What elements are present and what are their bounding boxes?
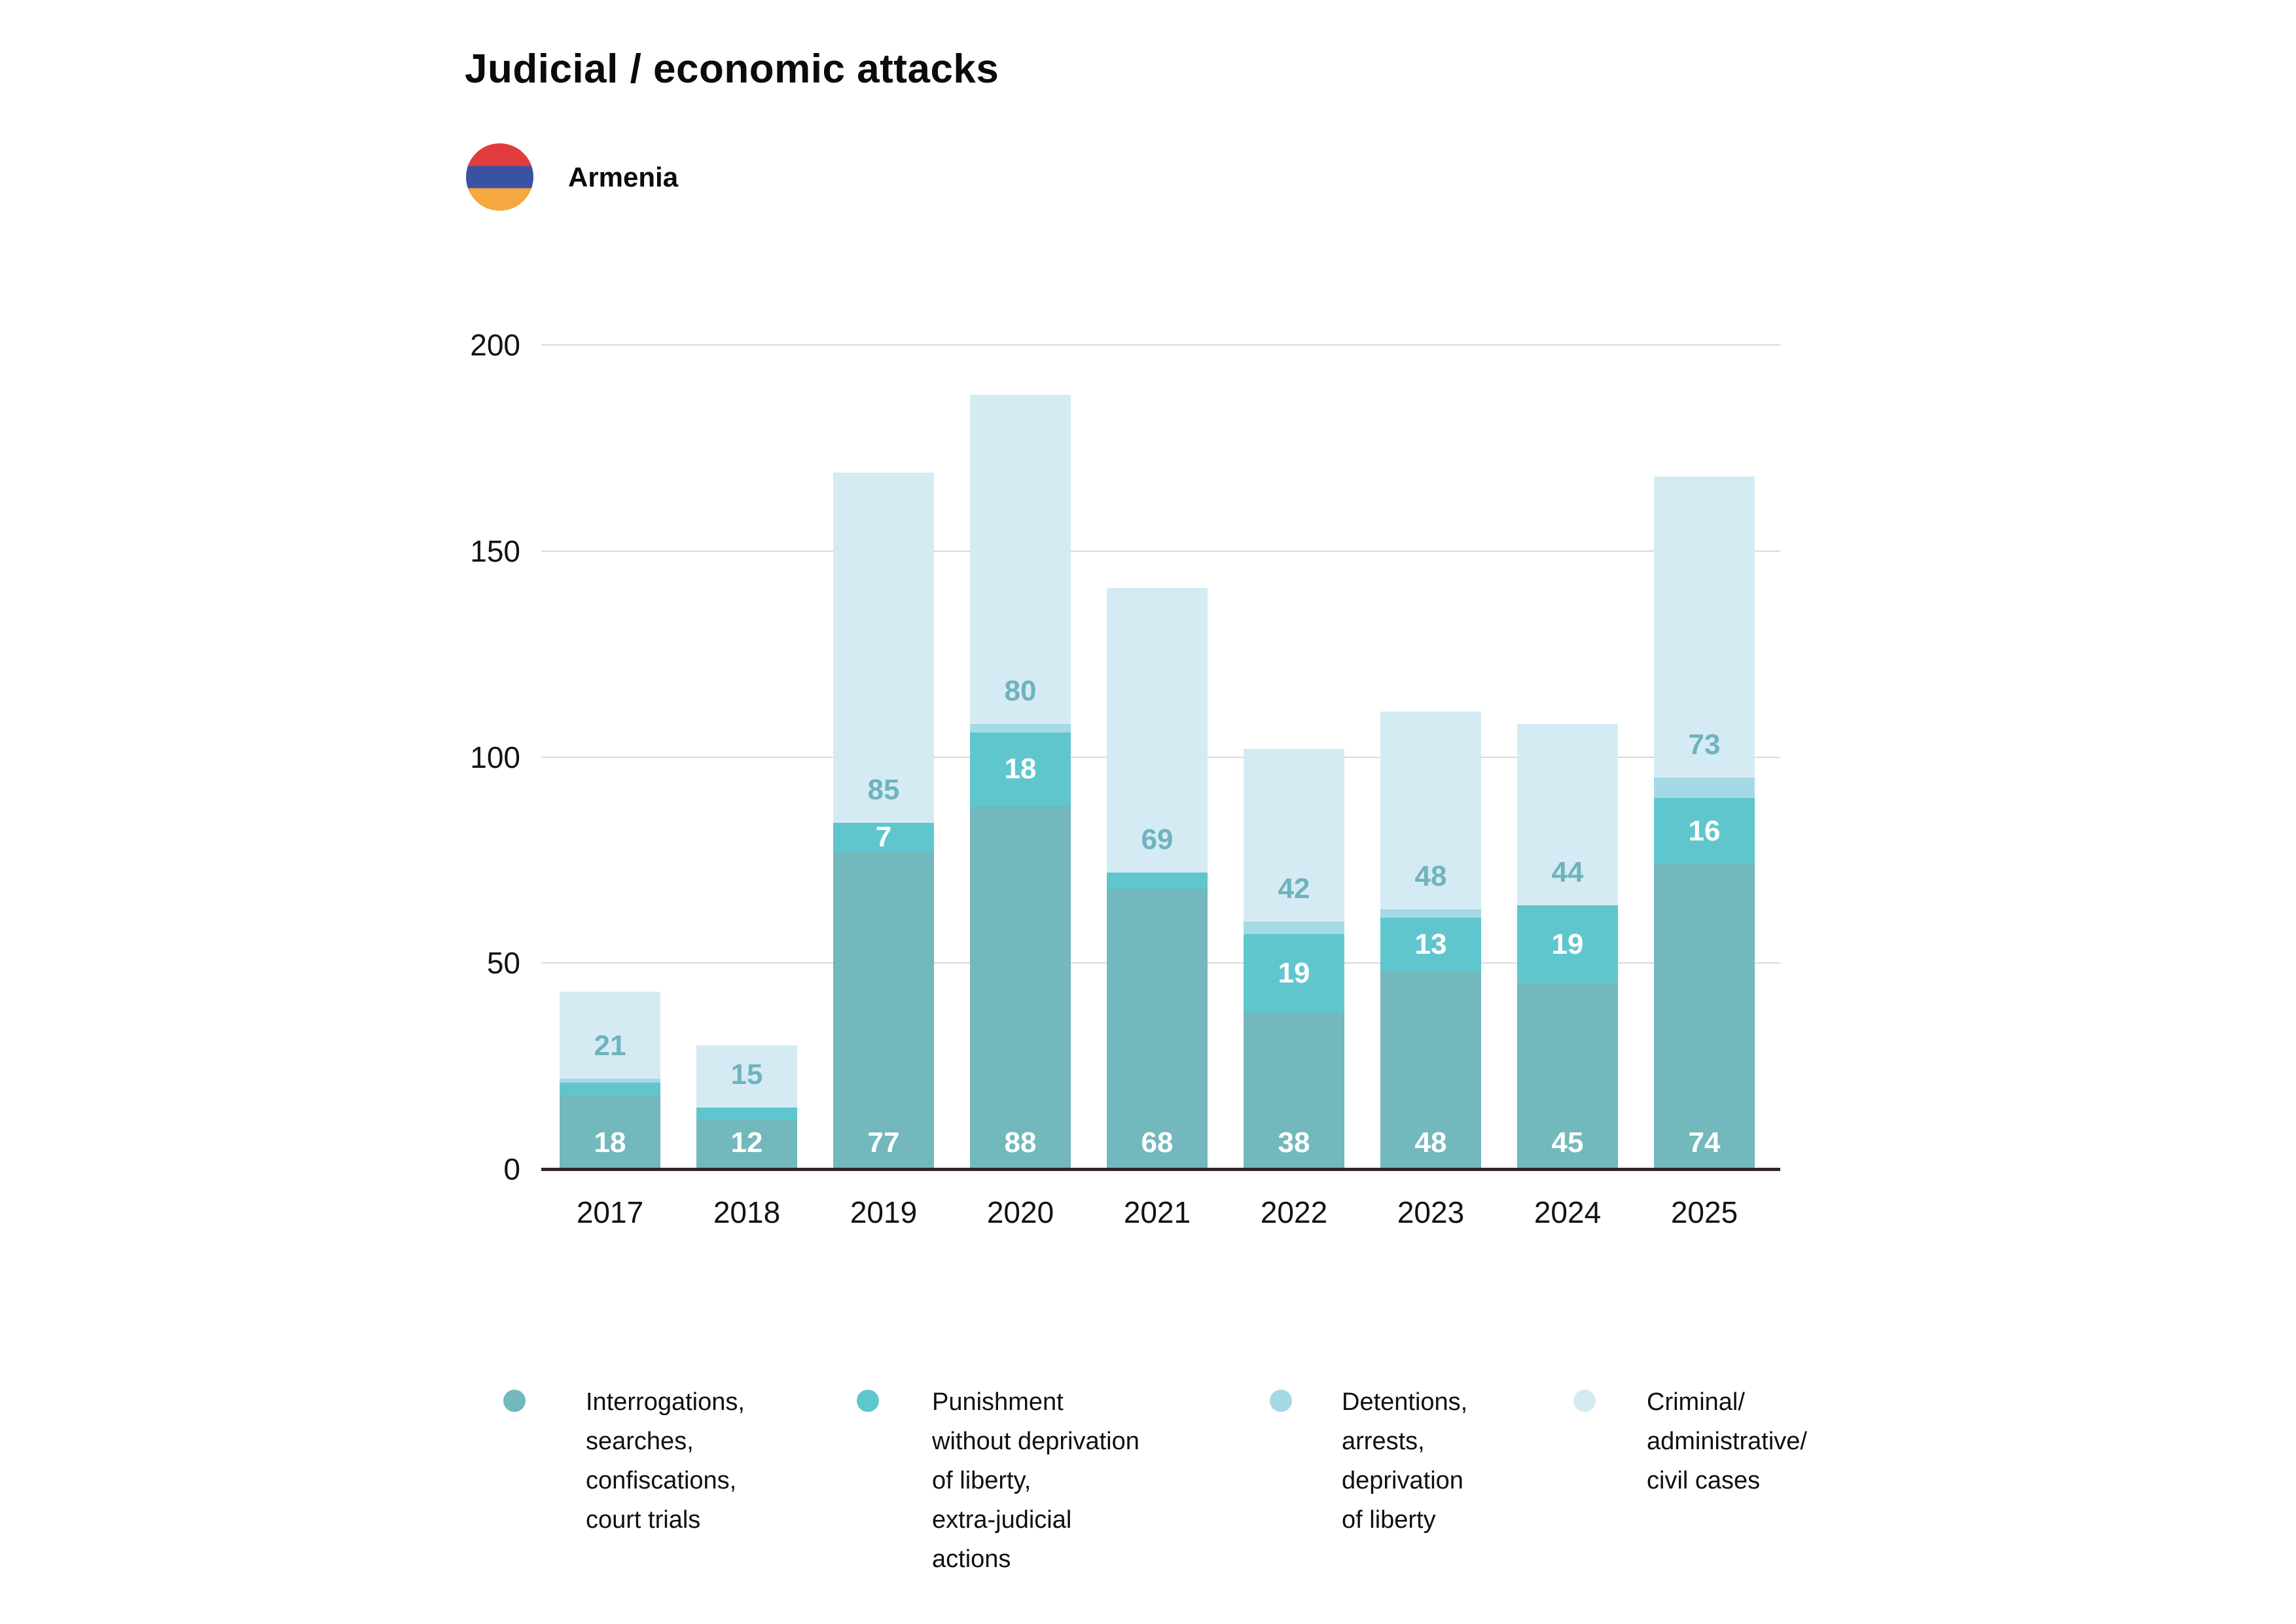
segment-s1-2021 [1107,872,1208,889]
bar-value-label: 85 [867,774,900,806]
segment-s3-2017 [560,992,660,1079]
segment-s0-2023 [1380,971,1481,1169]
bar-value-label: 19 [1551,928,1584,960]
y-tick-label-100: 100 [470,740,520,774]
gridline-200 [541,344,1780,346]
armenia-flag-icon [466,143,533,211]
bar-value-label: 77 [867,1127,900,1159]
segment-s0-2018 [696,1119,797,1169]
segment-s3-2019 [833,473,934,823]
bar-value-label: 73 [1688,728,1721,761]
bar-value-label: 48 [1414,1127,1447,1159]
bar-value-label: 16 [1688,814,1721,847]
legend-dot-detentions-icon [1270,1390,1292,1412]
bar-value-label: 7 [875,821,892,854]
segment-s0-2025 [1654,864,1755,1169]
bar-value-label: 18 [1004,753,1037,785]
segment-s1-2025 [1654,798,1755,865]
segment-s3-2025 [1654,477,1755,778]
x-tick-label-2018: 2018 [713,1195,781,1229]
bar-value-label: 44 [1551,856,1584,889]
bar-value-label: 38 [1278,1127,1310,1159]
segment-s0-2019 [833,852,934,1169]
legend-label: Detentions, arrests, deprivation of libe… [1342,1388,1468,1534]
segment-s2-2023 [1380,909,1481,918]
y-tick-label-150: 150 [470,533,520,568]
x-tick-label-2020: 2020 [986,1195,1054,1229]
segment-s0-2021 [1107,888,1208,1169]
segment-s1-2019 [833,823,934,852]
x-tick-label-2019: 2019 [850,1195,918,1229]
segment-s3-2022 [1244,748,1344,922]
segment-s0-2020 [970,806,1071,1169]
segment-s0-2017 [560,1094,660,1169]
bar-value-label: 45 [1551,1127,1584,1159]
x-tick-label-2021: 2021 [1123,1195,1191,1229]
page-title: Judicial / economic attacks [465,46,999,92]
legend-label: Interrogations, searches, confiscations,… [586,1388,745,1534]
segment-s1-2023 [1380,918,1481,971]
x-axis-baseline [541,1168,1780,1171]
bar-value-label: 88 [1004,1127,1037,1159]
segment-s3-2018 [696,1045,797,1108]
legend-dot-interrogations-icon [503,1390,526,1412]
segment-s1-2017 [560,1082,660,1095]
segment-s3-2021 [1107,588,1208,873]
x-tick-label-2024: 2024 [1534,1195,1602,1229]
segment-s1-2022 [1244,934,1344,1013]
y-tick-label-0: 0 [503,1152,520,1186]
segment-s2-2020 [970,724,1071,732]
bar-value-label: 80 [1004,675,1037,708]
segment-s3-2024 [1517,724,1618,906]
segment-s0-2022 [1244,1012,1344,1169]
bar-value-label: 74 [1688,1127,1721,1159]
bar-value-label: 15 [730,1058,763,1091]
segment-s1-2018 [696,1107,797,1120]
segment-s1-2024 [1517,905,1618,984]
bar-value-label: 68 [1141,1127,1174,1159]
segment-s3-2020 [970,394,1071,725]
y-tick-label-200: 200 [470,328,520,362]
segment-s2-2025 [1654,777,1755,799]
bar-value-label: 13 [1414,928,1447,960]
legend-label: Punishment without deprivation of libert… [932,1388,1139,1573]
bar-value-label: 42 [1278,873,1310,905]
x-tick-label-2022: 2022 [1260,1195,1328,1229]
bar-value-label: 21 [594,1029,626,1062]
segment-s2-2022 [1244,922,1344,935]
country-label: Armenia [568,162,679,192]
y-tick-label-50: 50 [486,946,520,981]
legend-dot-punishment-icon [857,1390,879,1412]
segment-s2-2017 [560,1078,660,1083]
legend-label: Criminal/ administrative/ civil cases [1647,1388,1807,1494]
x-tick-label-2017: 2017 [576,1195,644,1229]
bar-value-label: 69 [1141,823,1174,856]
legend-dot-criminal-cases-icon [1573,1390,1596,1412]
gridline-150 [541,550,1780,552]
segment-s1-2020 [970,732,1071,807]
segment-s0-2024 [1517,983,1618,1169]
bar-value-label: 19 [1278,956,1310,989]
bar-value-label: 12 [730,1127,763,1159]
bar-value-label: 48 [1414,860,1447,893]
segment-s3-2023 [1380,712,1481,910]
x-tick-label-2025: 2025 [1670,1195,1738,1229]
bar-value-label: 18 [594,1127,626,1159]
x-tick-label-2023: 2023 [1397,1195,1465,1229]
